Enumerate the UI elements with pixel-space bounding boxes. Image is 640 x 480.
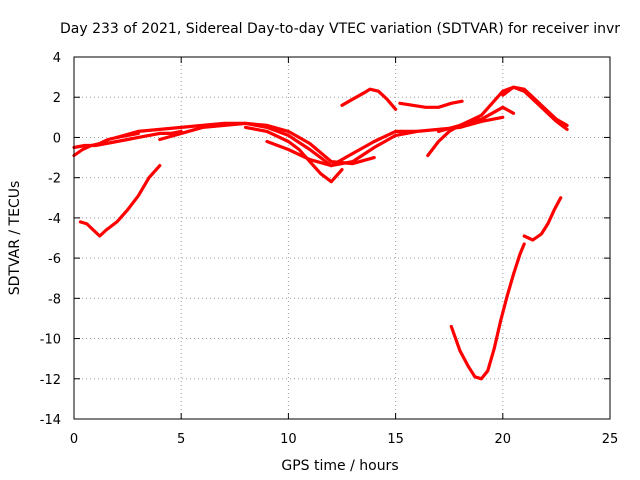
y-tick-label: -2 — [48, 172, 61, 187]
series-line-arc-3 — [78, 164, 162, 238]
y-tick-label: -6 — [48, 252, 61, 267]
series-line-arc-5 — [158, 121, 333, 168]
x-tick-label: 15 — [387, 432, 404, 447]
series-line-arc-9 — [340, 87, 398, 111]
y-tick-label: 4 — [53, 51, 61, 66]
y-tick-label: -14 — [40, 413, 61, 428]
chart-title: Day 233 of 2021, Sidereal Day-to-day VTE… — [60, 21, 620, 37]
plot-frame — [73, 56, 611, 420]
series-line-arc-14 — [449, 242, 526, 381]
series-line-arc-13 — [501, 85, 569, 128]
y-tick-label: 2 — [53, 91, 61, 106]
y-axis-label: SDTVAR / TECUs — [7, 181, 23, 296]
x-tick-label: 10 — [280, 432, 297, 447]
y-tick-label: -4 — [48, 212, 61, 227]
x-tick-label: 0 — [70, 432, 78, 447]
series-line-arc-7 — [265, 129, 419, 168]
x-tick-label: 5 — [177, 432, 185, 447]
series-line-arc-8 — [329, 115, 505, 168]
x-tick-label: 20 — [495, 432, 512, 447]
y-tick-label: -12 — [40, 373, 61, 388]
y-tick-label: -10 — [40, 333, 61, 348]
series-line-arc-10 — [398, 99, 464, 109]
x-tick-label: 25 — [602, 432, 619, 447]
series-group — [72, 85, 569, 381]
x-axis-label: GPS time / hours — [281, 458, 398, 474]
series-line-arc-15 — [522, 196, 563, 242]
y-tick-label: -8 — [48, 292, 61, 307]
y-tick-label: 0 — [53, 131, 61, 146]
